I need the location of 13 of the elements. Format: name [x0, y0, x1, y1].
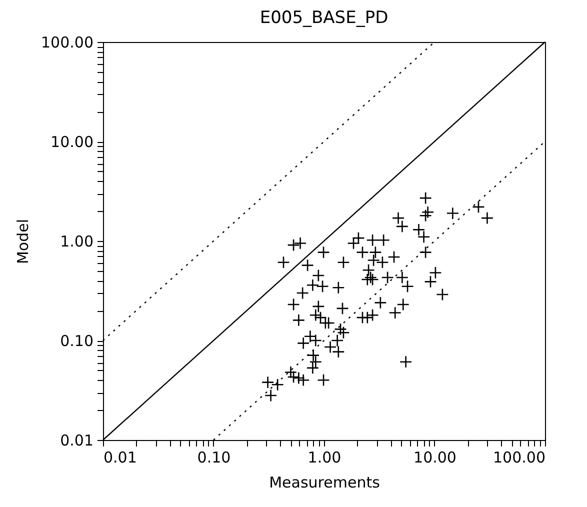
- y-tick-label: 0.01: [60, 432, 94, 450]
- x-axis-title: Measurements: [269, 474, 380, 492]
- y-tick-label: 1.00: [60, 232, 94, 250]
- x-tick-label: 100.00: [493, 448, 546, 466]
- y-tick-label: 100.00: [41, 34, 94, 52]
- x-tick-label: 1.00: [308, 448, 342, 466]
- y-tick-label: 0.10: [60, 332, 94, 350]
- chart-title: E005_BASE_PD: [260, 8, 388, 28]
- y-tick-label: 10.00: [50, 133, 94, 151]
- x-tick-label: 0.01: [104, 448, 137, 466]
- y-axis-title: Model: [14, 218, 32, 264]
- x-tick-label: 0.10: [197, 448, 231, 466]
- x-tick-label: 10.00: [414, 448, 456, 466]
